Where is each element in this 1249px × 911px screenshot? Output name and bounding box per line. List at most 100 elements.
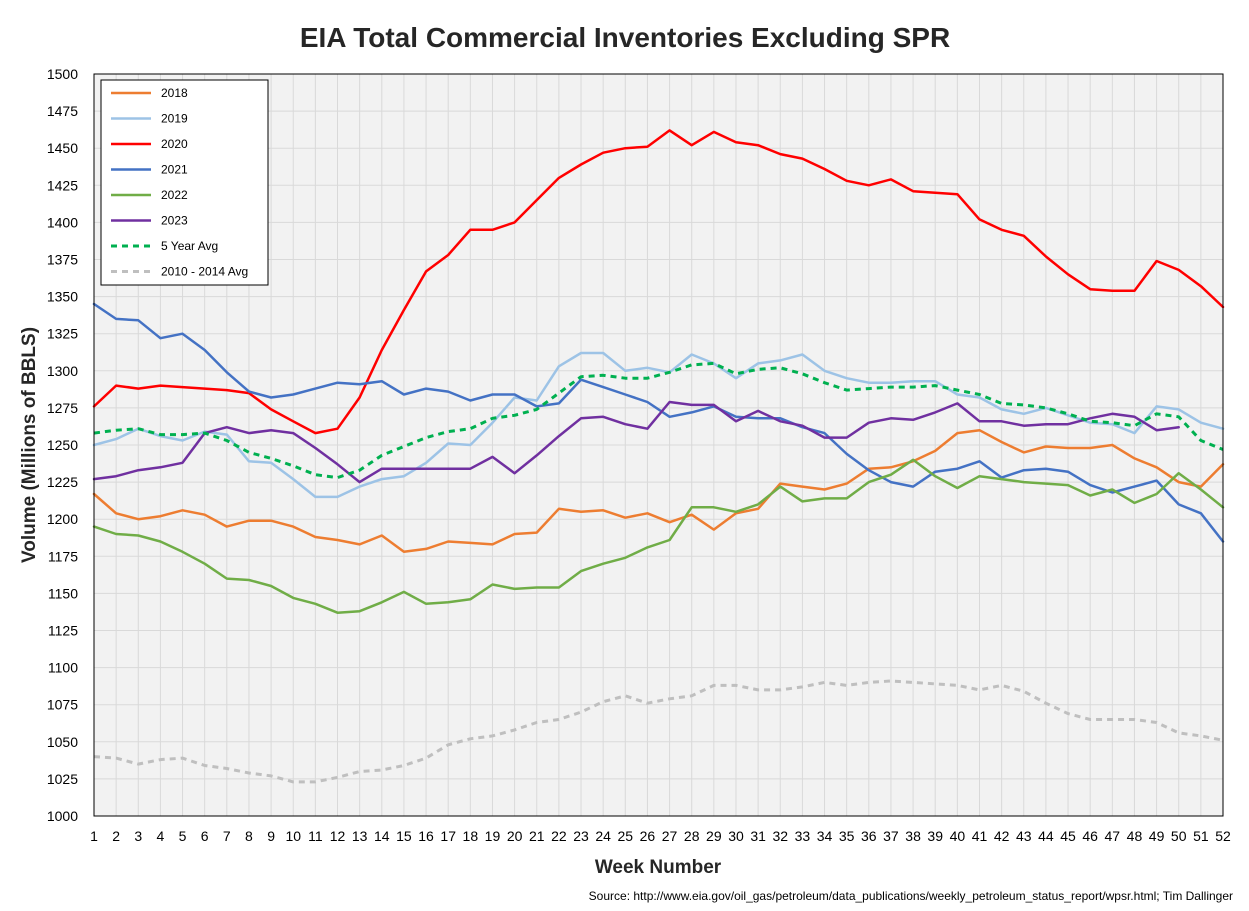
x-tick-label: 14 <box>374 828 390 844</box>
legend-label: 2018 <box>161 86 188 100</box>
x-tick-label: 5 <box>179 828 187 844</box>
x-tick-label: 50 <box>1171 828 1187 844</box>
x-tick-label: 27 <box>662 828 678 844</box>
y-tick-label: 1050 <box>47 734 78 750</box>
y-tick-label: 1300 <box>47 363 78 379</box>
series-line-2022 <box>92 458 1225 614</box>
x-tick-label: 49 <box>1149 828 1165 844</box>
x-tick-label: 31 <box>750 828 766 844</box>
legend-label: 2021 <box>161 163 188 177</box>
x-tick-label: 19 <box>485 828 501 844</box>
y-tick-label: 1475 <box>47 103 78 119</box>
series-line-2021 <box>92 302 1225 543</box>
y-tick-label: 1150 <box>48 585 78 601</box>
x-tick-label: 33 <box>795 828 811 844</box>
x-tick-label: 22 <box>551 828 567 844</box>
x-tick-label: 47 <box>1105 828 1121 844</box>
legend-label: 2010 - 2014 Avg <box>161 265 248 279</box>
x-tick-label: 45 <box>1060 828 1076 844</box>
y-tick-label: 1450 <box>47 140 78 156</box>
x-tick-label: 34 <box>817 828 833 844</box>
y-tick-label: 1075 <box>47 697 78 713</box>
x-tick-label: 41 <box>972 828 988 844</box>
x-tick-label: 42 <box>994 828 1010 844</box>
series-line-5-year-avg <box>93 361 1224 480</box>
x-tick-label: 37 <box>883 828 899 844</box>
series-line-2019 <box>92 351 1225 499</box>
x-tick-label: 18 <box>463 828 479 844</box>
y-tick-label: 1275 <box>47 400 78 416</box>
series-line-2023 <box>92 400 1180 484</box>
y-tick-label: 1325 <box>47 326 78 342</box>
x-tick-label: 7 <box>223 828 231 844</box>
x-tick-label: 39 <box>927 828 943 844</box>
y-tick-label: 1225 <box>47 474 78 490</box>
legend-label: 2019 <box>161 112 188 126</box>
source-note: Source: http://www.eia.gov/oil_gas/petro… <box>589 889 1233 903</box>
x-tick-label: 4 <box>157 828 165 844</box>
y-axis-title: Volume (Millions of BBLS) <box>19 327 40 563</box>
x-tick-label: 28 <box>684 828 700 844</box>
x-tick-label: 9 <box>267 828 275 844</box>
x-tick-label: 48 <box>1127 828 1143 844</box>
x-tick-label: 8 <box>245 828 253 844</box>
x-tick-label: 26 <box>640 828 656 844</box>
legend-label: 5 Year Avg <box>161 239 218 253</box>
x-tick-label: 11 <box>308 828 323 844</box>
chart-title: EIA Total Commercial Inventories Excludi… <box>300 22 950 53</box>
x-tick-label: 40 <box>950 828 966 844</box>
x-tick-label: 23 <box>573 828 589 844</box>
y-tick-label: 1200 <box>47 511 78 527</box>
series-line-2020 <box>92 129 1225 435</box>
x-tick-label: 21 <box>529 828 545 844</box>
x-tick-label: 38 <box>905 828 921 844</box>
x-tick-label: 44 <box>1038 828 1054 844</box>
x-tick-label: 46 <box>1082 828 1098 844</box>
x-tick-label: 3 <box>134 828 142 844</box>
y-tick-label: 1100 <box>48 660 78 676</box>
legend-box <box>100 79 269 286</box>
gridlines <box>93 73 1224 817</box>
x-tick-label: 51 <box>1193 828 1209 844</box>
x-tick-label: 52 <box>1215 828 1231 844</box>
x-tick-label: 1 <box>90 828 98 844</box>
legend-label: 2023 <box>161 214 188 228</box>
x-tick-label: 20 <box>507 828 523 844</box>
x-tick-label: 25 <box>618 828 634 844</box>
x-tick-label: 12 <box>330 828 346 844</box>
x-tick-label: 6 <box>201 828 209 844</box>
x-tick-label: 30 <box>728 828 744 844</box>
x-tick-label: 2 <box>112 828 120 844</box>
x-tick-label: 35 <box>839 828 855 844</box>
y-tick-label: 1175 <box>48 548 78 564</box>
plot-border <box>93 73 1224 817</box>
legend: 2018 2019 2020 2021 2022 2023 5 Year Avg 2010 -… <box>100 79 269 286</box>
x-tick-label: 10 <box>285 828 301 844</box>
y-tick-label: 1400 <box>47 214 78 230</box>
legend-label: 2022 <box>161 188 188 202</box>
y-axis-tick-labels: 1000 1025 1050 1075 1100 1125 1150 1175 1200 1225… <box>47 66 78 824</box>
x-tick-label: 24 <box>595 828 611 844</box>
series-lines <box>92 129 1225 784</box>
y-tick-label: 1025 <box>47 771 78 787</box>
y-tick-label: 1425 <box>47 177 78 193</box>
x-tick-label: 15 <box>396 828 412 844</box>
legend-label: 2020 <box>161 137 188 151</box>
x-axis-tick-labels: 1 2 3 4 5 6 7 8 9 10 11 12 13 14 15 16 17 18 19 20 21 22 23 24 2… <box>90 828 1231 844</box>
y-tick-label: 1350 <box>47 289 78 305</box>
x-tick-label: 29 <box>706 828 722 844</box>
series-line-2010-2014-avg <box>93 679 1224 784</box>
y-tick-label: 1375 <box>47 252 78 268</box>
x-tick-label: 17 <box>440 828 456 844</box>
x-tick-label: 16 <box>418 828 434 844</box>
y-tick-label: 1125 <box>48 623 78 639</box>
x-tick-label: 13 <box>352 828 368 844</box>
y-tick-label: 1250 <box>47 437 78 453</box>
y-tick-label: 1000 <box>47 808 78 824</box>
x-tick-label: 32 <box>772 828 788 844</box>
x-tick-label: 36 <box>861 828 877 844</box>
y-tick-label: 1500 <box>47 66 78 82</box>
x-tick-label: 43 <box>1016 828 1032 844</box>
x-axis-title: Week Number <box>595 857 722 878</box>
